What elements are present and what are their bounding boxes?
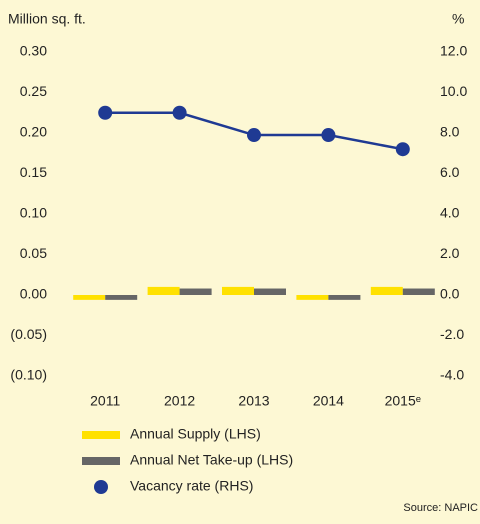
bar (105, 295, 138, 300)
y-tick-label: (0.10) (10, 367, 47, 383)
legend-swatch (82, 431, 120, 439)
y-tick-label: (0.05) (10, 326, 47, 342)
vacancy-point (172, 105, 187, 120)
y-tick-label: 0.15 (20, 164, 47, 180)
y2-tick-label: 0.0 (440, 286, 460, 302)
y2-tick-label: 8.0 (440, 124, 460, 140)
bar (222, 286, 254, 295)
vacancy-point (247, 128, 261, 143)
vacancy-point (321, 128, 336, 143)
y-tick-label: 0.30 (20, 43, 47, 59)
x-tick-label: 2013 (238, 393, 269, 409)
x-tick-label: 2014 (313, 393, 344, 409)
y-tick-label: 0.20 (20, 124, 47, 140)
x-tick-label: 2012 (164, 393, 195, 409)
x-tick-label: 2011 (90, 393, 120, 409)
legend-swatch (94, 480, 108, 494)
y-tick-label: 0.25 (20, 83, 47, 99)
bar (179, 288, 212, 295)
y-tick-label: 0.05 (20, 245, 47, 261)
y-tick-label: 0.00 (20, 286, 47, 302)
bar (296, 295, 329, 300)
y2-tick-label: -2.0 (440, 326, 464, 342)
bar (73, 295, 106, 300)
y-axis-label: Million sq. ft. (8, 11, 86, 27)
legend-swatch (82, 457, 120, 465)
y2-tick-label: 2.0 (440, 245, 460, 261)
bar (370, 286, 403, 295)
legend-label: Annual Supply (LHS) (130, 426, 261, 442)
y2-tick-label: 12.0 (440, 43, 467, 59)
y2-axis-label: % (452, 11, 464, 27)
x-tick-label: 2015ᵉ (385, 393, 421, 409)
bar (328, 295, 361, 300)
legend-label: Annual Net Take-up (LHS) (130, 452, 293, 468)
bar (147, 286, 180, 295)
legend-label: Vacancy rate (RHS) (130, 478, 253, 494)
y-tick-label: 0.10 (20, 205, 47, 221)
y2-tick-label: -4.0 (440, 367, 464, 383)
vacancy-point (395, 142, 410, 157)
vacancy-point (98, 105, 113, 120)
source: Source: NAPIC (403, 502, 478, 514)
y2-tick-label: 4.0 (440, 205, 460, 221)
y2-tick-label: 10.0 (440, 83, 467, 99)
y2-tick-label: 6.0 (440, 164, 460, 180)
bar (402, 288, 435, 295)
bar (254, 288, 286, 295)
